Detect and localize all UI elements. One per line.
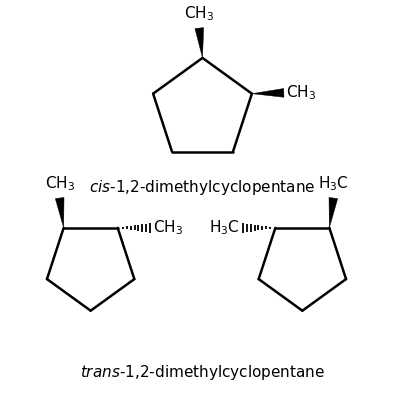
Polygon shape [55, 198, 64, 228]
Polygon shape [329, 198, 338, 228]
Text: CH$_3$: CH$_3$ [45, 175, 75, 193]
Polygon shape [195, 27, 204, 58]
Text: CH$_3$: CH$_3$ [153, 219, 183, 237]
Polygon shape [252, 88, 284, 97]
Text: $\it{trans}$-1,2-dimethylcyclopentane: $\it{trans}$-1,2-dimethylcyclopentane [80, 363, 325, 382]
Text: $\it{cis}$-1,2-dimethylcyclopentane: $\it{cis}$-1,2-dimethylcyclopentane [89, 178, 316, 197]
Text: CH$_3$: CH$_3$ [184, 5, 214, 23]
Text: H$_3$C: H$_3$C [209, 219, 240, 237]
Text: H$_3$C: H$_3$C [318, 175, 349, 193]
Text: CH$_3$: CH$_3$ [286, 83, 316, 102]
